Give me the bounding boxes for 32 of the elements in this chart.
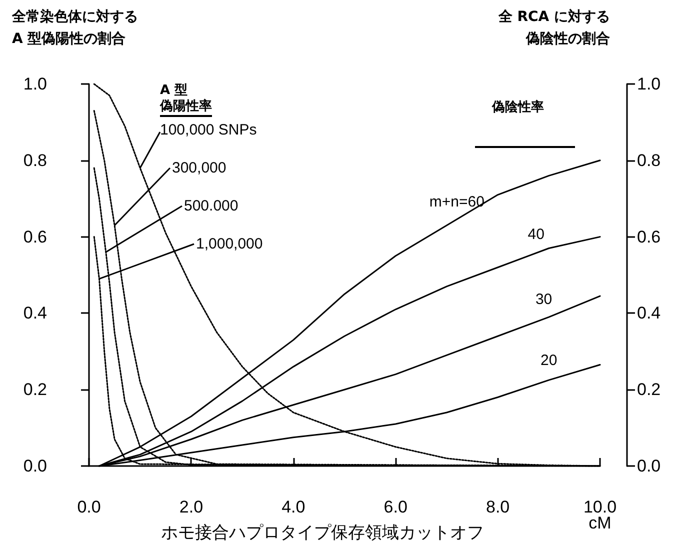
annotation: 1,000,000 — [196, 236, 263, 252]
x-tick-label: 2.0 — [179, 498, 204, 516]
y-tick-label: 1.0 — [23, 74, 47, 94]
y2-axis-title: 全 RCA に対する偽陰性の割合 — [498, 8, 610, 50]
annotation: 100,000 SNPs — [160, 122, 257, 138]
annotation: 500.000 — [184, 198, 238, 214]
y-tick-label: 0.0 — [23, 456, 47, 476]
annotation: 20 — [540, 352, 558, 370]
y2-tick-label: 0.0 — [637, 456, 661, 476]
y2-tick-label: 0.4 — [637, 304, 661, 323]
y-axis-title: 全常染色体に対するA 型偽陽性の割合 — [12, 8, 139, 50]
y2-tick-label: 0.6 — [637, 227, 661, 246]
x-tick-label: 6.0 — [384, 498, 408, 516]
x-axis-title: ホモ接合ハプロタイプ保存領域カットオフ — [161, 523, 484, 543]
annotation: 30 — [535, 290, 552, 308]
y-tick-label: 0.8 — [23, 150, 47, 170]
y-tick-label: 0.2 — [23, 380, 47, 400]
y-tick-label: 0.4 — [23, 304, 47, 323]
annotation: 300,000 — [172, 160, 226, 176]
y2-tick-label: 1.0 — [637, 74, 661, 94]
x-tick-label: 8.0 — [486, 498, 510, 516]
annotation: A 型 — [160, 83, 188, 98]
y2-tick-label: 0.2 — [637, 380, 661, 400]
annotation: 偽陰性率 — [492, 100, 544, 116]
annotation: 偽陽性率 — [160, 99, 212, 118]
x-tick-label: 4.0 — [282, 498, 306, 516]
y-tick-label: 0.6 — [23, 227, 47, 246]
y2-tick-label: 0.8 — [637, 150, 661, 170]
annotation: 40 — [528, 226, 544, 243]
x-tick-label: 10.0 cM — [583, 498, 617, 532]
x-tick-label: 0.0 — [77, 498, 101, 516]
annotation: m+n=60 — [429, 194, 484, 211]
